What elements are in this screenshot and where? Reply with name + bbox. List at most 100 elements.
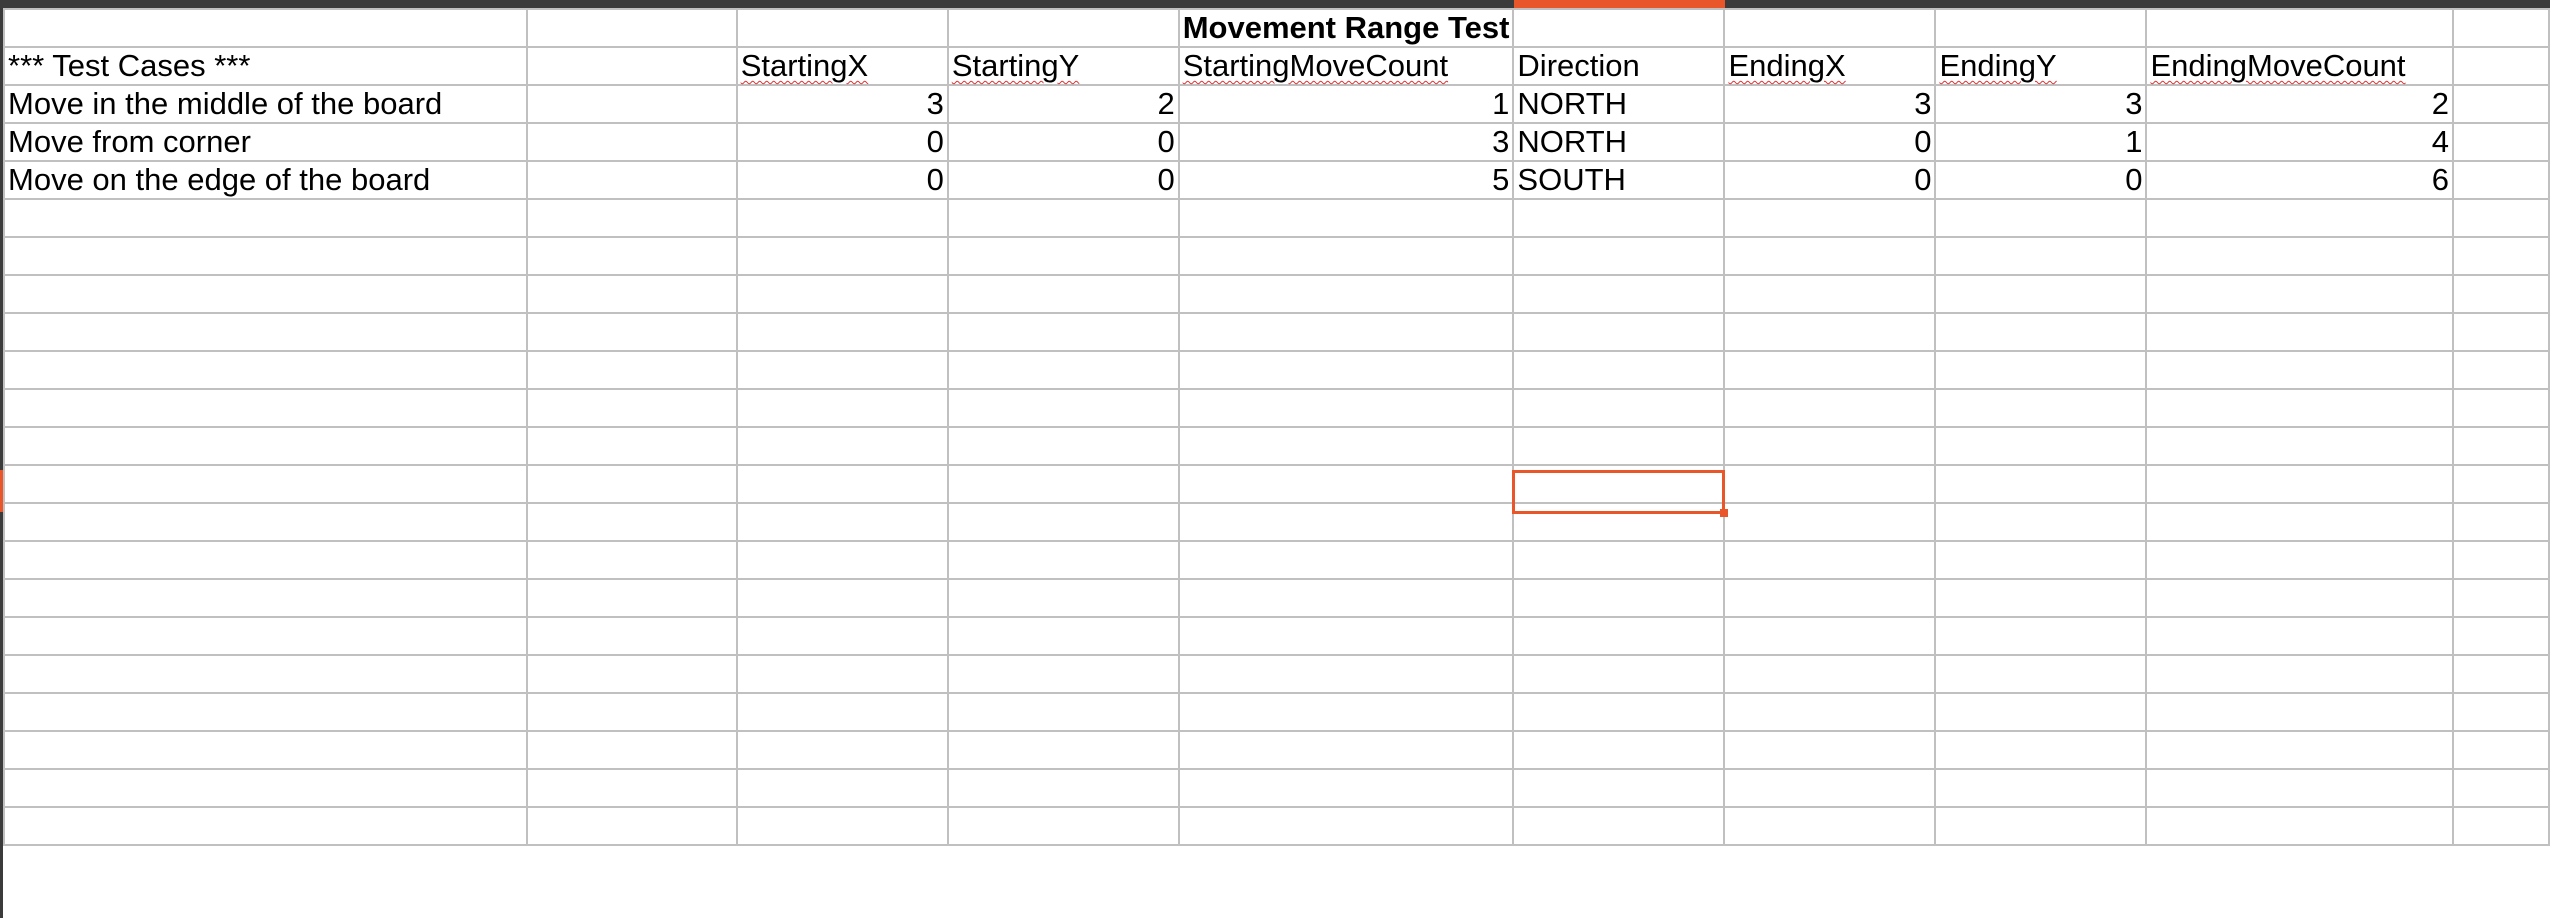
cell[interactable] — [1934, 236, 2148, 276]
fill-handle[interactable] — [1720, 509, 1728, 517]
cell[interactable] — [1177, 350, 1515, 390]
direction-cell[interactable]: NORTH — [1512, 84, 1726, 124]
cell[interactable] — [1512, 350, 1726, 390]
starting-move-count-cell[interactable]: 3 — [1177, 122, 1515, 162]
cell[interactable] — [2, 8, 529, 48]
cell[interactable] — [526, 426, 738, 466]
cell[interactable] — [946, 616, 1180, 656]
cell[interactable] — [1723, 388, 1937, 428]
cell[interactable] — [1512, 312, 1726, 352]
cell[interactable] — [2145, 768, 2454, 808]
cell[interactable] — [1177, 806, 1515, 846]
cell[interactable] — [2145, 312, 2454, 352]
cell[interactable] — [1512, 578, 1726, 618]
cell[interactable] — [526, 578, 738, 618]
sheet-title-cell[interactable]: Movement Range Test — [1177, 8, 1515, 48]
cell[interactable] — [1512, 654, 1726, 694]
cell[interactable] — [1177, 464, 1515, 504]
ending-y-cell[interactable]: 0 — [1934, 160, 2148, 200]
cell[interactable] — [1177, 388, 1515, 428]
cell[interactable] — [2, 654, 529, 694]
cell[interactable] — [1177, 616, 1515, 656]
cell[interactable] — [2145, 806, 2454, 846]
cell[interactable] — [2, 312, 529, 352]
cell[interactable] — [735, 616, 949, 656]
cell[interactable] — [1177, 692, 1515, 732]
starting-x-cell[interactable]: 3 — [735, 84, 949, 124]
test-case-name-cell[interactable]: Move from corner — [2, 122, 529, 162]
cell[interactable] — [1512, 388, 1726, 428]
cell[interactable] — [735, 388, 949, 428]
cell[interactable] — [1934, 312, 2148, 352]
header-cell-ending-move-count[interactable]: EndingMoveCount — [2145, 46, 2454, 86]
ending-x-cell[interactable]: 3 — [1723, 84, 1937, 124]
cell[interactable] — [2145, 692, 2454, 732]
cell[interactable] — [526, 8, 738, 48]
cell[interactable] — [1177, 426, 1515, 466]
cell[interactable] — [526, 46, 738, 86]
cell[interactable] — [2451, 806, 2550, 846]
cell[interactable] — [1512, 692, 1726, 732]
cell[interactable] — [2451, 730, 2550, 770]
cell[interactable] — [2, 426, 529, 466]
cell[interactable] — [2145, 388, 2454, 428]
active-cell-cursor[interactable] — [1512, 470, 1725, 514]
cell[interactable] — [2, 464, 529, 504]
cell[interactable] — [2, 578, 529, 618]
cell[interactable] — [1723, 198, 1937, 238]
cell[interactable] — [2145, 426, 2454, 466]
starting-x-cell[interactable]: 0 — [735, 122, 949, 162]
cell[interactable] — [1723, 540, 1937, 580]
ending-y-cell[interactable]: 1 — [1934, 122, 2148, 162]
cell[interactable] — [735, 198, 949, 238]
cell[interactable] — [1512, 8, 1726, 48]
cell[interactable] — [946, 388, 1180, 428]
header-cell-direction[interactable]: Direction — [1512, 46, 1726, 86]
cell[interactable] — [735, 8, 949, 48]
cell[interactable] — [2145, 730, 2454, 770]
cell[interactable] — [1177, 274, 1515, 314]
cell[interactable] — [2145, 236, 2454, 276]
cell[interactable] — [735, 350, 949, 390]
cell[interactable] — [2451, 540, 2550, 580]
cell[interactable] — [526, 692, 738, 732]
cell[interactable] — [1512, 730, 1726, 770]
cell[interactable] — [1723, 464, 1937, 504]
cell[interactable] — [2, 274, 529, 314]
cell[interactable] — [946, 578, 1180, 618]
cell[interactable] — [735, 806, 949, 846]
cell[interactable] — [2451, 768, 2550, 808]
cell[interactable] — [946, 8, 1180, 48]
cell[interactable] — [2451, 46, 2550, 86]
test-case-name-cell[interactable]: Move in the middle of the board — [2, 84, 529, 124]
header-cell-starting-y[interactable]: StartingY — [946, 46, 1180, 86]
cell[interactable] — [2451, 8, 2550, 48]
cell[interactable] — [2451, 84, 2550, 124]
cell[interactable] — [1512, 236, 1726, 276]
cell[interactable] — [1723, 426, 1937, 466]
cell[interactable] — [526, 198, 738, 238]
starting-move-count-cell[interactable]: 1 — [1177, 84, 1515, 124]
cell[interactable] — [526, 84, 738, 124]
cell[interactable] — [946, 198, 1180, 238]
cell[interactable] — [1934, 540, 2148, 580]
cell[interactable] — [1934, 730, 2148, 770]
cell[interactable] — [1934, 578, 2148, 618]
cell[interactable] — [1177, 730, 1515, 770]
ending-x-cell[interactable]: 0 — [1723, 122, 1937, 162]
cell[interactable] — [2, 540, 529, 580]
cell[interactable] — [1723, 692, 1937, 732]
cell[interactable] — [1934, 654, 2148, 694]
cell[interactable] — [2, 616, 529, 656]
starting-x-cell[interactable]: 0 — [735, 160, 949, 200]
cell[interactable] — [946, 502, 1180, 542]
cell[interactable] — [2, 806, 529, 846]
cell[interactable] — [735, 730, 949, 770]
cell[interactable] — [526, 312, 738, 352]
cell[interactable] — [526, 730, 738, 770]
cell[interactable] — [946, 806, 1180, 846]
ending-move-count-cell[interactable]: 6 — [2145, 160, 2454, 200]
cell[interactable] — [526, 236, 738, 276]
cell[interactable] — [1934, 274, 2148, 314]
cell[interactable] — [2451, 654, 2550, 694]
